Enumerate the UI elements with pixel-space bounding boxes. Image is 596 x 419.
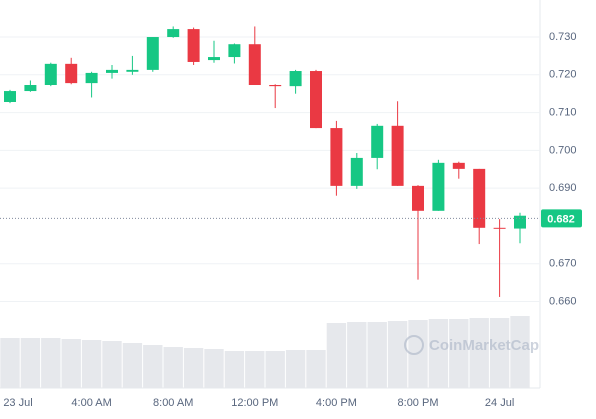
volume-bar [102,341,122,388]
y-tick-label: 0.660 [549,295,577,307]
volume-bar [265,351,285,388]
candle-body [330,128,343,186]
candle-body [187,29,200,62]
volume-bar [20,338,41,388]
volume-bars [0,316,530,388]
watermark-text: CoinMarketCap [429,337,539,354]
watermark-logo [404,335,424,355]
y-tick-label: 0.670 [549,258,577,270]
candle-body [412,185,424,211]
x-tick-label: 4:00 PM [316,397,357,409]
x-tick-label: 24 Jul [485,397,514,409]
volume-bar [489,318,510,388]
candle-body [228,44,241,58]
candle-body [310,71,322,129]
volume-bar [245,351,265,388]
candle-body [473,168,486,228]
volume-bar [61,339,81,388]
candle-body [85,72,98,84]
volume-bar [183,348,204,388]
x-tick-label: 23 Jul [3,397,32,409]
volume-bar [510,316,530,388]
y-tick-label: 0.730 [549,31,577,43]
candle-body [452,162,465,169]
candle-body [514,215,526,229]
volume-bar [469,318,489,388]
volume-bar [326,323,347,388]
x-tick-label: 8:00 AM [153,397,193,409]
volume-bar [81,340,102,388]
candle-body [371,125,384,158]
current-price-label: 0.682 [547,213,575,225]
candles [4,26,526,297]
candle-body [248,44,261,86]
candle-body [269,85,282,87]
grid [0,36,540,302]
candle-body [289,71,302,87]
x-tick-label: 4:00 AM [71,397,111,409]
volume-bar [387,321,408,388]
volume-bar [224,351,245,388]
volume-bar [449,319,469,388]
candle-body [146,37,159,70]
candle-body [493,227,506,229]
y-tick-label: 0.720 [549,69,577,81]
volume-bar [163,347,183,388]
volume-bar [347,322,367,388]
candle-body [24,85,37,92]
y-tick-label: 0.700 [549,144,577,156]
candle-body [350,157,363,186]
candle-body [167,29,180,38]
candle-body [65,63,78,84]
candle-body [432,162,445,211]
volume-bar [428,319,449,388]
watermark: CoinMarketCap [404,335,539,355]
volume-bar [122,343,143,388]
volume-bar [41,338,61,388]
y-tick-label: 0.690 [549,182,577,194]
candle-body [44,63,57,86]
volume-bar [143,345,163,388]
y-tick-label: 0.710 [549,106,577,118]
candle-body [4,91,16,103]
candle-body [106,69,118,73]
volume-bar [204,349,224,388]
volume-bar [285,350,306,388]
candle-body [208,57,220,61]
current-price-box [541,209,582,228]
candle-body [126,69,139,72]
volume-bar [367,322,387,388]
candle-body [391,125,404,186]
volume-bar [306,350,326,388]
x-tick-label: 8:00 PM [398,397,439,409]
x-tick-label: 12:00 PM [231,397,278,409]
volume-bar [0,338,20,388]
